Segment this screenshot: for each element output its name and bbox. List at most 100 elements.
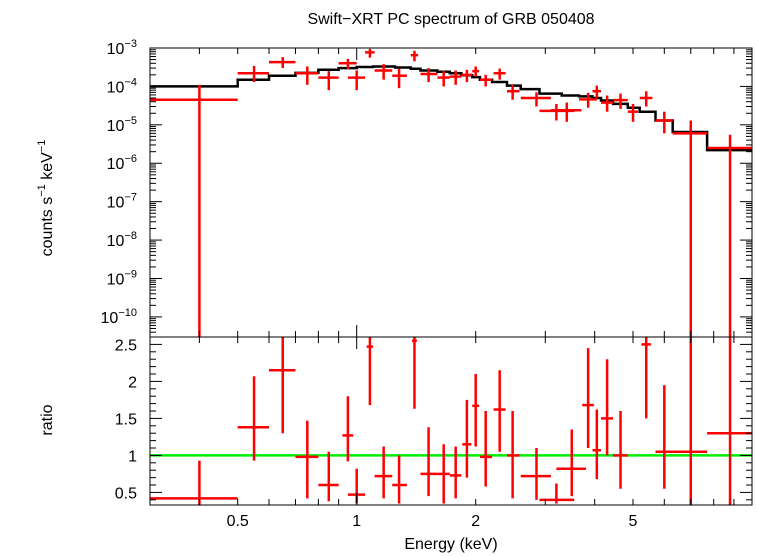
ratio-data-point xyxy=(539,483,575,504)
spectrum-y-axis-label: counts s−1 keV−1 xyxy=(36,140,56,257)
tick-exponent: −4 xyxy=(124,76,137,88)
ratio-data-point xyxy=(462,399,472,478)
spectrum-data-point xyxy=(539,103,575,121)
x-axis-label: Energy (keV) xyxy=(404,536,497,553)
spectrum-data-point xyxy=(672,120,708,337)
tick-base: 10 xyxy=(107,41,125,58)
ratio-data-point xyxy=(411,337,417,409)
ratio-data-point xyxy=(150,460,238,505)
spectrum-data-point xyxy=(639,91,653,107)
spectrum-data-point xyxy=(374,64,393,80)
spectrum-y-tick-label: 10−9 xyxy=(107,268,137,288)
ratio-data-point xyxy=(437,444,450,504)
ratio-data-point xyxy=(449,446,462,499)
ratio-data-point xyxy=(641,337,651,419)
spectrum-data-point xyxy=(520,92,551,107)
x-tick-label: 0.5 xyxy=(227,513,249,530)
x-tick-label: 2 xyxy=(471,513,480,530)
tick-base: 10 xyxy=(107,118,125,135)
model-curve xyxy=(150,65,752,152)
ratio-data-point xyxy=(506,411,520,499)
ratio-data-point xyxy=(342,396,354,462)
spectrum-y-tick-label: 10−4 xyxy=(107,76,137,96)
y-label-main: counts s xyxy=(39,197,56,257)
ratio-data-point xyxy=(374,446,393,499)
ratio-data-point xyxy=(592,409,602,480)
spectrum-data-point xyxy=(627,103,639,122)
spectrum-data-point xyxy=(365,48,375,58)
ratio-y-tick-label: 2 xyxy=(128,374,137,391)
model-step-line xyxy=(150,65,752,152)
ratio-data-point xyxy=(366,337,374,406)
spectrum-data-point xyxy=(295,66,319,85)
ratio-data-point xyxy=(420,427,438,497)
ratio-y-tick-label: 0.5 xyxy=(115,485,137,502)
spectrum-data-point xyxy=(493,68,506,80)
spectrum-y-tick-label: 10−7 xyxy=(107,192,137,212)
spectrum-y-tick-label: 10−3 xyxy=(107,38,137,58)
spectrum-data-point xyxy=(707,134,752,337)
spectrum-data-point xyxy=(318,71,339,91)
spectrum-data-point xyxy=(461,69,473,83)
ratio-panel: 0.5 1 1.5 2 2.5 0.5 1 2 5 xyxy=(115,336,753,530)
ratio-data-point xyxy=(237,376,269,461)
y-label-exponent-2: −1 xyxy=(36,140,48,153)
tick-base: 10 xyxy=(107,79,125,96)
spectrum-data-point xyxy=(578,92,597,108)
chart-title: Swift−XRT PC spectrum of GRB 050408 xyxy=(307,11,594,28)
tick-base: 10 xyxy=(101,310,119,327)
tick-base: 10 xyxy=(107,195,125,212)
tick-exponent: −10 xyxy=(118,307,137,319)
ratio-y-tick-label: 1 xyxy=(128,448,137,465)
ratio-y-tick-label: 2.5 xyxy=(115,337,137,354)
ratio-data-point xyxy=(707,337,752,505)
tick-exponent: −7 xyxy=(124,192,137,204)
ratio-frame xyxy=(149,336,753,506)
ratio-data-point xyxy=(472,374,480,447)
ratio-data-point xyxy=(601,359,613,456)
spectrum-data-points xyxy=(150,48,752,337)
ratio-data-point xyxy=(582,348,594,449)
spectrum-y-tick-label: 10−8 xyxy=(107,230,137,250)
ratio-data-point xyxy=(493,370,506,452)
spectrum-data-point xyxy=(150,84,238,337)
ratio-axes: 0.5 1 1.5 2 2.5 0.5 1 2 5 xyxy=(115,336,753,530)
spectrum-data-point xyxy=(479,74,493,87)
ratio-data-point xyxy=(295,420,319,499)
ratio-y-tick-label: 1.5 xyxy=(115,411,137,428)
ratio-data-point xyxy=(672,337,708,505)
spectrum-data-point xyxy=(237,65,269,83)
spectrum-data-point xyxy=(550,102,582,122)
spectrum-data-point xyxy=(338,58,357,70)
ratio-data-point xyxy=(655,385,673,489)
ratio-y-axis-label: ratio xyxy=(39,404,56,435)
spectrum-frame xyxy=(149,47,753,338)
spectrum-data-point xyxy=(420,68,438,83)
tick-exponent: −9 xyxy=(124,268,137,280)
spectrum-y-tick-label: 10−5 xyxy=(107,115,137,135)
tick-base: 10 xyxy=(107,233,125,250)
spectrum-data-point xyxy=(392,68,407,89)
ratio-data-point xyxy=(612,411,628,489)
tick-exponent: −8 xyxy=(124,230,137,242)
spectrum-data-point xyxy=(410,50,419,62)
tick-exponent: −6 xyxy=(124,153,137,165)
tick-base: 10 xyxy=(107,156,125,173)
x-tick-label: 5 xyxy=(629,513,638,530)
y-label-unit: keV xyxy=(39,152,56,184)
spectrum-data-point xyxy=(472,66,480,77)
spectrum-data-point xyxy=(449,70,462,85)
tick-exponent: −3 xyxy=(124,38,137,50)
tick-exponent: −5 xyxy=(124,115,137,127)
spectrum-data-point xyxy=(612,93,628,109)
ratio-data-point xyxy=(479,411,493,487)
spectrum-y-tick-label: 10−10 xyxy=(101,307,137,327)
ratio-data-point xyxy=(318,451,339,502)
spectrum-data-point xyxy=(268,57,296,69)
ratio-data-point xyxy=(268,337,296,434)
ratio-data-point xyxy=(556,429,586,497)
ratio-data-points xyxy=(150,337,752,505)
